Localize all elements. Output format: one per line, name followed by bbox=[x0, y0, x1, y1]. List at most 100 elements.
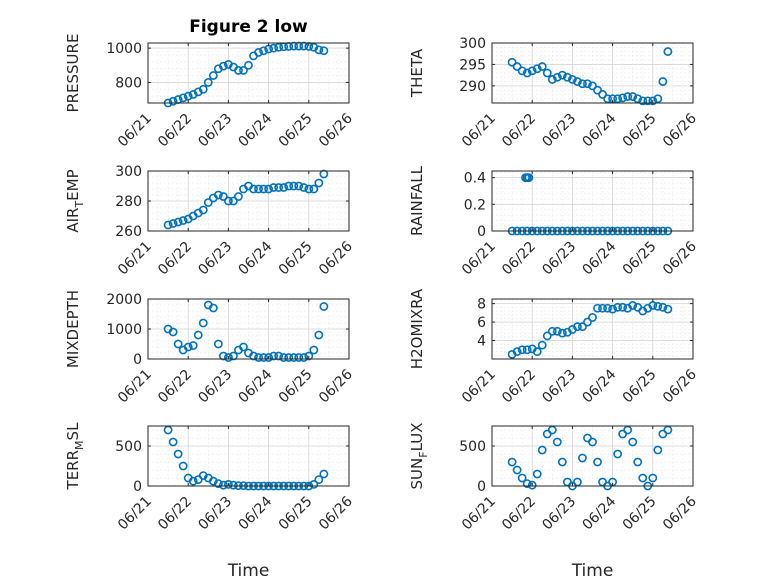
air_temp-y-tick-label: 280 bbox=[115, 194, 142, 210]
mixdepth-data-point bbox=[249, 351, 258, 361]
terr_msl-x-tick-label: 06/25 bbox=[276, 494, 316, 534]
pressure-data-point bbox=[168, 96, 178, 106]
mixdepth-data-point bbox=[279, 353, 289, 362]
pressure-data-point bbox=[244, 60, 253, 70]
mixdepth-x-tick-label: 06/24 bbox=[236, 366, 276, 406]
theta-data-point bbox=[638, 96, 648, 106]
rainfall-x-tick-label: 06/23 bbox=[539, 239, 579, 279]
theta-data-point bbox=[648, 96, 658, 106]
sun_flux-y-axis-label: SUNFLUX bbox=[408, 423, 430, 490]
terr_msl-data-point bbox=[208, 476, 218, 486]
h2omixra-data-point bbox=[512, 347, 522, 357]
mixdepth-x-tick-label: 06/26 bbox=[316, 366, 356, 406]
theta-data-point bbox=[628, 92, 638, 101]
sun_flux-data-point bbox=[507, 457, 517, 467]
h2omixra-data-point bbox=[583, 317, 592, 327]
pressure-data-point bbox=[234, 66, 243, 75]
sun_flux-data-point bbox=[517, 473, 527, 483]
air_temp-y-tick-label: 300 bbox=[115, 164, 142, 180]
air_temp-data-point bbox=[168, 219, 178, 228]
sun_flux-x-tick-label: 06/24 bbox=[580, 493, 620, 533]
pressure-data-point bbox=[259, 46, 268, 56]
theta-data-point bbox=[578, 79, 587, 89]
h2omixra-data-point bbox=[608, 304, 617, 314]
sun_flux-data-point bbox=[653, 445, 663, 455]
theta-data-point bbox=[562, 72, 572, 82]
theta-data-point bbox=[512, 62, 522, 71]
rainfall-x-tick-label: 06/22 bbox=[499, 239, 539, 279]
terr_msl-data-point bbox=[319, 469, 329, 479]
h2omixra-x-tick-label: 06/25 bbox=[620, 367, 660, 407]
mixdepth-data-point bbox=[284, 353, 294, 362]
air_temp-data-point bbox=[289, 181, 299, 191]
theta-data-point bbox=[557, 70, 567, 80]
pressure-data-point bbox=[319, 46, 329, 56]
mixdepth-x-tick-label: 06/22 bbox=[155, 367, 195, 407]
theta-data-point bbox=[573, 77, 582, 86]
pressure-data-point bbox=[178, 93, 188, 103]
pressure-data-point bbox=[294, 41, 304, 51]
terr_msl-x-tick-label: 06/23 bbox=[195, 494, 235, 534]
mixdepth-data-point bbox=[254, 353, 263, 362]
terr_msl-data-point bbox=[223, 479, 233, 489]
theta-x-tick-label: 06/22 bbox=[499, 111, 539, 151]
terr_msl-data-point bbox=[173, 449, 183, 459]
h2omixra-y-tick-label: 4 bbox=[477, 334, 486, 350]
air_temp-data-point bbox=[198, 205, 208, 215]
air_temp-data-point bbox=[299, 183, 309, 192]
mixdepth-data-point bbox=[173, 339, 183, 349]
mixdepth-y-tick-label: 2000 bbox=[106, 292, 142, 308]
air_temp-data-point bbox=[274, 183, 284, 192]
sun_flux-data-point bbox=[578, 453, 587, 463]
rainfall-data-point bbox=[524, 173, 534, 183]
rainfall-y-tick-label: 0.4 bbox=[464, 171, 486, 187]
h2omixra-data-point bbox=[573, 322, 582, 332]
pressure-x-tick-label: 06/23 bbox=[195, 111, 235, 151]
air_temp-data-point bbox=[294, 181, 304, 191]
theta-data-point bbox=[618, 93, 628, 103]
h2omixra-data-point bbox=[542, 331, 552, 341]
theta-data-point bbox=[583, 79, 592, 89]
pressure-data-point bbox=[254, 48, 263, 57]
theta-x-tick-label: 06/25 bbox=[620, 111, 660, 151]
pressure-data-point bbox=[183, 91, 193, 101]
sun_flux-y-tick-label: 0 bbox=[477, 479, 486, 495]
air_temp-data-point bbox=[218, 192, 228, 201]
theta-data-point bbox=[552, 72, 562, 82]
theta-data-point bbox=[522, 68, 532, 78]
sun_flux-data-point bbox=[522, 479, 532, 488]
sun_flux-data-point bbox=[552, 437, 562, 447]
mixdepth-x-tick-label: 06/23 bbox=[195, 367, 235, 407]
pressure-data-point bbox=[274, 42, 284, 52]
sun_flux-data-point bbox=[573, 477, 582, 487]
terr_msl-data-point bbox=[218, 480, 228, 490]
mixdepth-data-point bbox=[259, 353, 268, 362]
sun_flux-data-point bbox=[628, 437, 638, 447]
mixdepth-data-point bbox=[183, 342, 193, 352]
air_temp-data-point bbox=[304, 184, 314, 194]
theta-data-point bbox=[598, 90, 607, 99]
pressure-data-point bbox=[299, 41, 309, 51]
sun_flux-x-tick-label: 06/26 bbox=[660, 493, 700, 533]
theta-data-point bbox=[653, 94, 663, 104]
rainfall-y-tick-label: 0 bbox=[477, 224, 486, 240]
sun_flux-data-point bbox=[512, 465, 522, 475]
terr_msl-x-tick-label: 06/21 bbox=[115, 494, 155, 534]
mixdepth-data-point bbox=[314, 330, 324, 340]
theta-x-tick-label: 06/24 bbox=[580, 110, 620, 150]
mixdepth-data-point bbox=[264, 353, 273, 362]
theta-data-point bbox=[623, 92, 633, 101]
pressure-data-point bbox=[314, 45, 324, 55]
sun_flux-x-tick-label: 06/22 bbox=[499, 494, 539, 534]
air_temp-x-tick-label: 06/25 bbox=[276, 239, 316, 279]
theta-y-axis-label: THETA bbox=[408, 48, 426, 98]
air_temp-data-point bbox=[309, 184, 319, 194]
terr_msl-x-axis-label: Time bbox=[227, 561, 270, 581]
mixdepth-data-point bbox=[304, 351, 314, 361]
air_temp-x-tick-label: 06/26 bbox=[316, 238, 356, 278]
h2omixra-data-point bbox=[628, 301, 638, 310]
mixdepth-data-point bbox=[289, 353, 299, 362]
mixdepth-data-point bbox=[223, 353, 233, 362]
pressure-data-point bbox=[218, 61, 228, 71]
pressure-data-point bbox=[198, 84, 208, 94]
